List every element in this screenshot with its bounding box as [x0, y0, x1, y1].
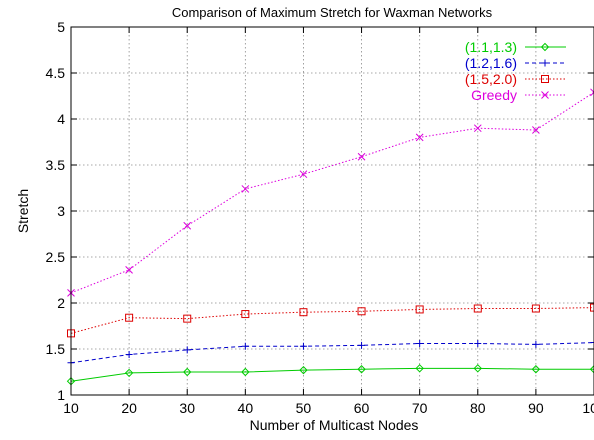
series-layer	[66, 88, 594, 386]
x-tick-label: 80	[470, 400, 486, 416]
legend-label: (1.5,2.0)	[465, 71, 517, 87]
y-tick-label: 3.5	[46, 157, 66, 173]
y-tick-label: 3	[57, 203, 65, 219]
data-point	[415, 133, 424, 142]
legend-label: (1.2,1.6)	[465, 55, 517, 71]
x-tick-label: 10	[63, 400, 79, 416]
legend-item: (1.2,1.6)	[465, 55, 566, 71]
data-point	[124, 368, 134, 378]
x-tick-label: 60	[354, 400, 370, 416]
data-point	[416, 339, 424, 347]
x-tick-label: 40	[238, 400, 254, 416]
legend-marker	[541, 91, 549, 99]
x-tick-label: 20	[121, 400, 137, 416]
data-point	[473, 304, 482, 313]
x-tick-label: 90	[528, 400, 544, 416]
legend-marker	[540, 42, 550, 52]
data-point	[589, 365, 594, 374]
y-tick-labels: 1 1.5 2 2.5 3 3.5 4 4.5 5	[46, 19, 66, 403]
legend-item: (1.1,1.3)	[465, 39, 566, 55]
data-point	[125, 351, 133, 359]
data-point	[357, 152, 366, 161]
x-tick-label: 30	[179, 400, 195, 416]
data-point	[183, 314, 192, 323]
data-point	[299, 170, 308, 179]
legend-item: Greedy	[471, 87, 566, 103]
series-line	[70, 91, 594, 294]
chart-title: Comparison of Maximum Stretch for Waxman…	[172, 5, 493, 20]
data-point	[183, 221, 192, 230]
data-point	[125, 266, 133, 274]
data-point	[590, 303, 594, 312]
x-tick-label: 70	[412, 400, 428, 416]
series-line	[70, 367, 594, 382]
y-tick-label: 5	[57, 19, 65, 35]
y-axis-title: Stretch	[15, 189, 31, 233]
legend-marker	[541, 75, 549, 83]
y-tick-label: 2	[57, 295, 65, 311]
series-2	[67, 303, 594, 338]
data-point	[473, 124, 482, 133]
data-point	[415, 364, 424, 373]
data-point	[415, 305, 424, 314]
y-tick-label: 1	[57, 387, 65, 403]
y-tick-label: 1.5	[46, 341, 66, 357]
data-point	[357, 365, 366, 374]
legend-label: (1.1,1.3)	[465, 39, 517, 55]
data-point	[241, 342, 249, 350]
x-tick-labels: 10 20 30 40 50 60 70 80 90 100	[63, 400, 594, 416]
legend: (1.1,1.3)(1.2,1.6)(1.5,2.0)Greedy	[465, 39, 566, 103]
data-point	[531, 365, 541, 374]
data-point	[474, 339, 482, 347]
series-1	[67, 339, 594, 367]
data-point	[473, 364, 482, 373]
legend-label: Greedy	[471, 87, 517, 103]
data-point	[358, 341, 366, 349]
data-point	[299, 342, 307, 350]
data-point	[125, 313, 134, 322]
data-point	[183, 346, 191, 354]
x-axis-title: Number of Multicast Nodes	[250, 417, 419, 433]
data-point	[241, 310, 250, 319]
series-3	[67, 88, 594, 297]
grid	[71, 27, 594, 395]
legend-marker	[541, 59, 549, 67]
data-point	[531, 304, 540, 313]
series-line	[70, 342, 594, 364]
data-point	[590, 88, 594, 97]
series-line	[70, 307, 594, 334]
data-point	[532, 126, 540, 134]
axis-ticks	[70, 26, 594, 396]
y-tick-label: 4.5	[46, 65, 66, 81]
data-point	[532, 340, 540, 348]
series-0	[66, 364, 594, 386]
y-tick-label: 2.5	[46, 249, 66, 265]
data-point	[299, 308, 308, 317]
legend-item: (1.5,2.0)	[465, 71, 566, 87]
data-point	[241, 185, 250, 193]
data-point	[183, 367, 192, 377]
data-point	[590, 339, 594, 347]
y-tick-label: 4	[57, 111, 65, 127]
data-point	[299, 365, 308, 375]
data-point	[241, 367, 250, 377]
data-point	[357, 307, 366, 316]
x-tick-label: 100	[582, 400, 594, 416]
x-tick-label: 50	[296, 400, 312, 416]
